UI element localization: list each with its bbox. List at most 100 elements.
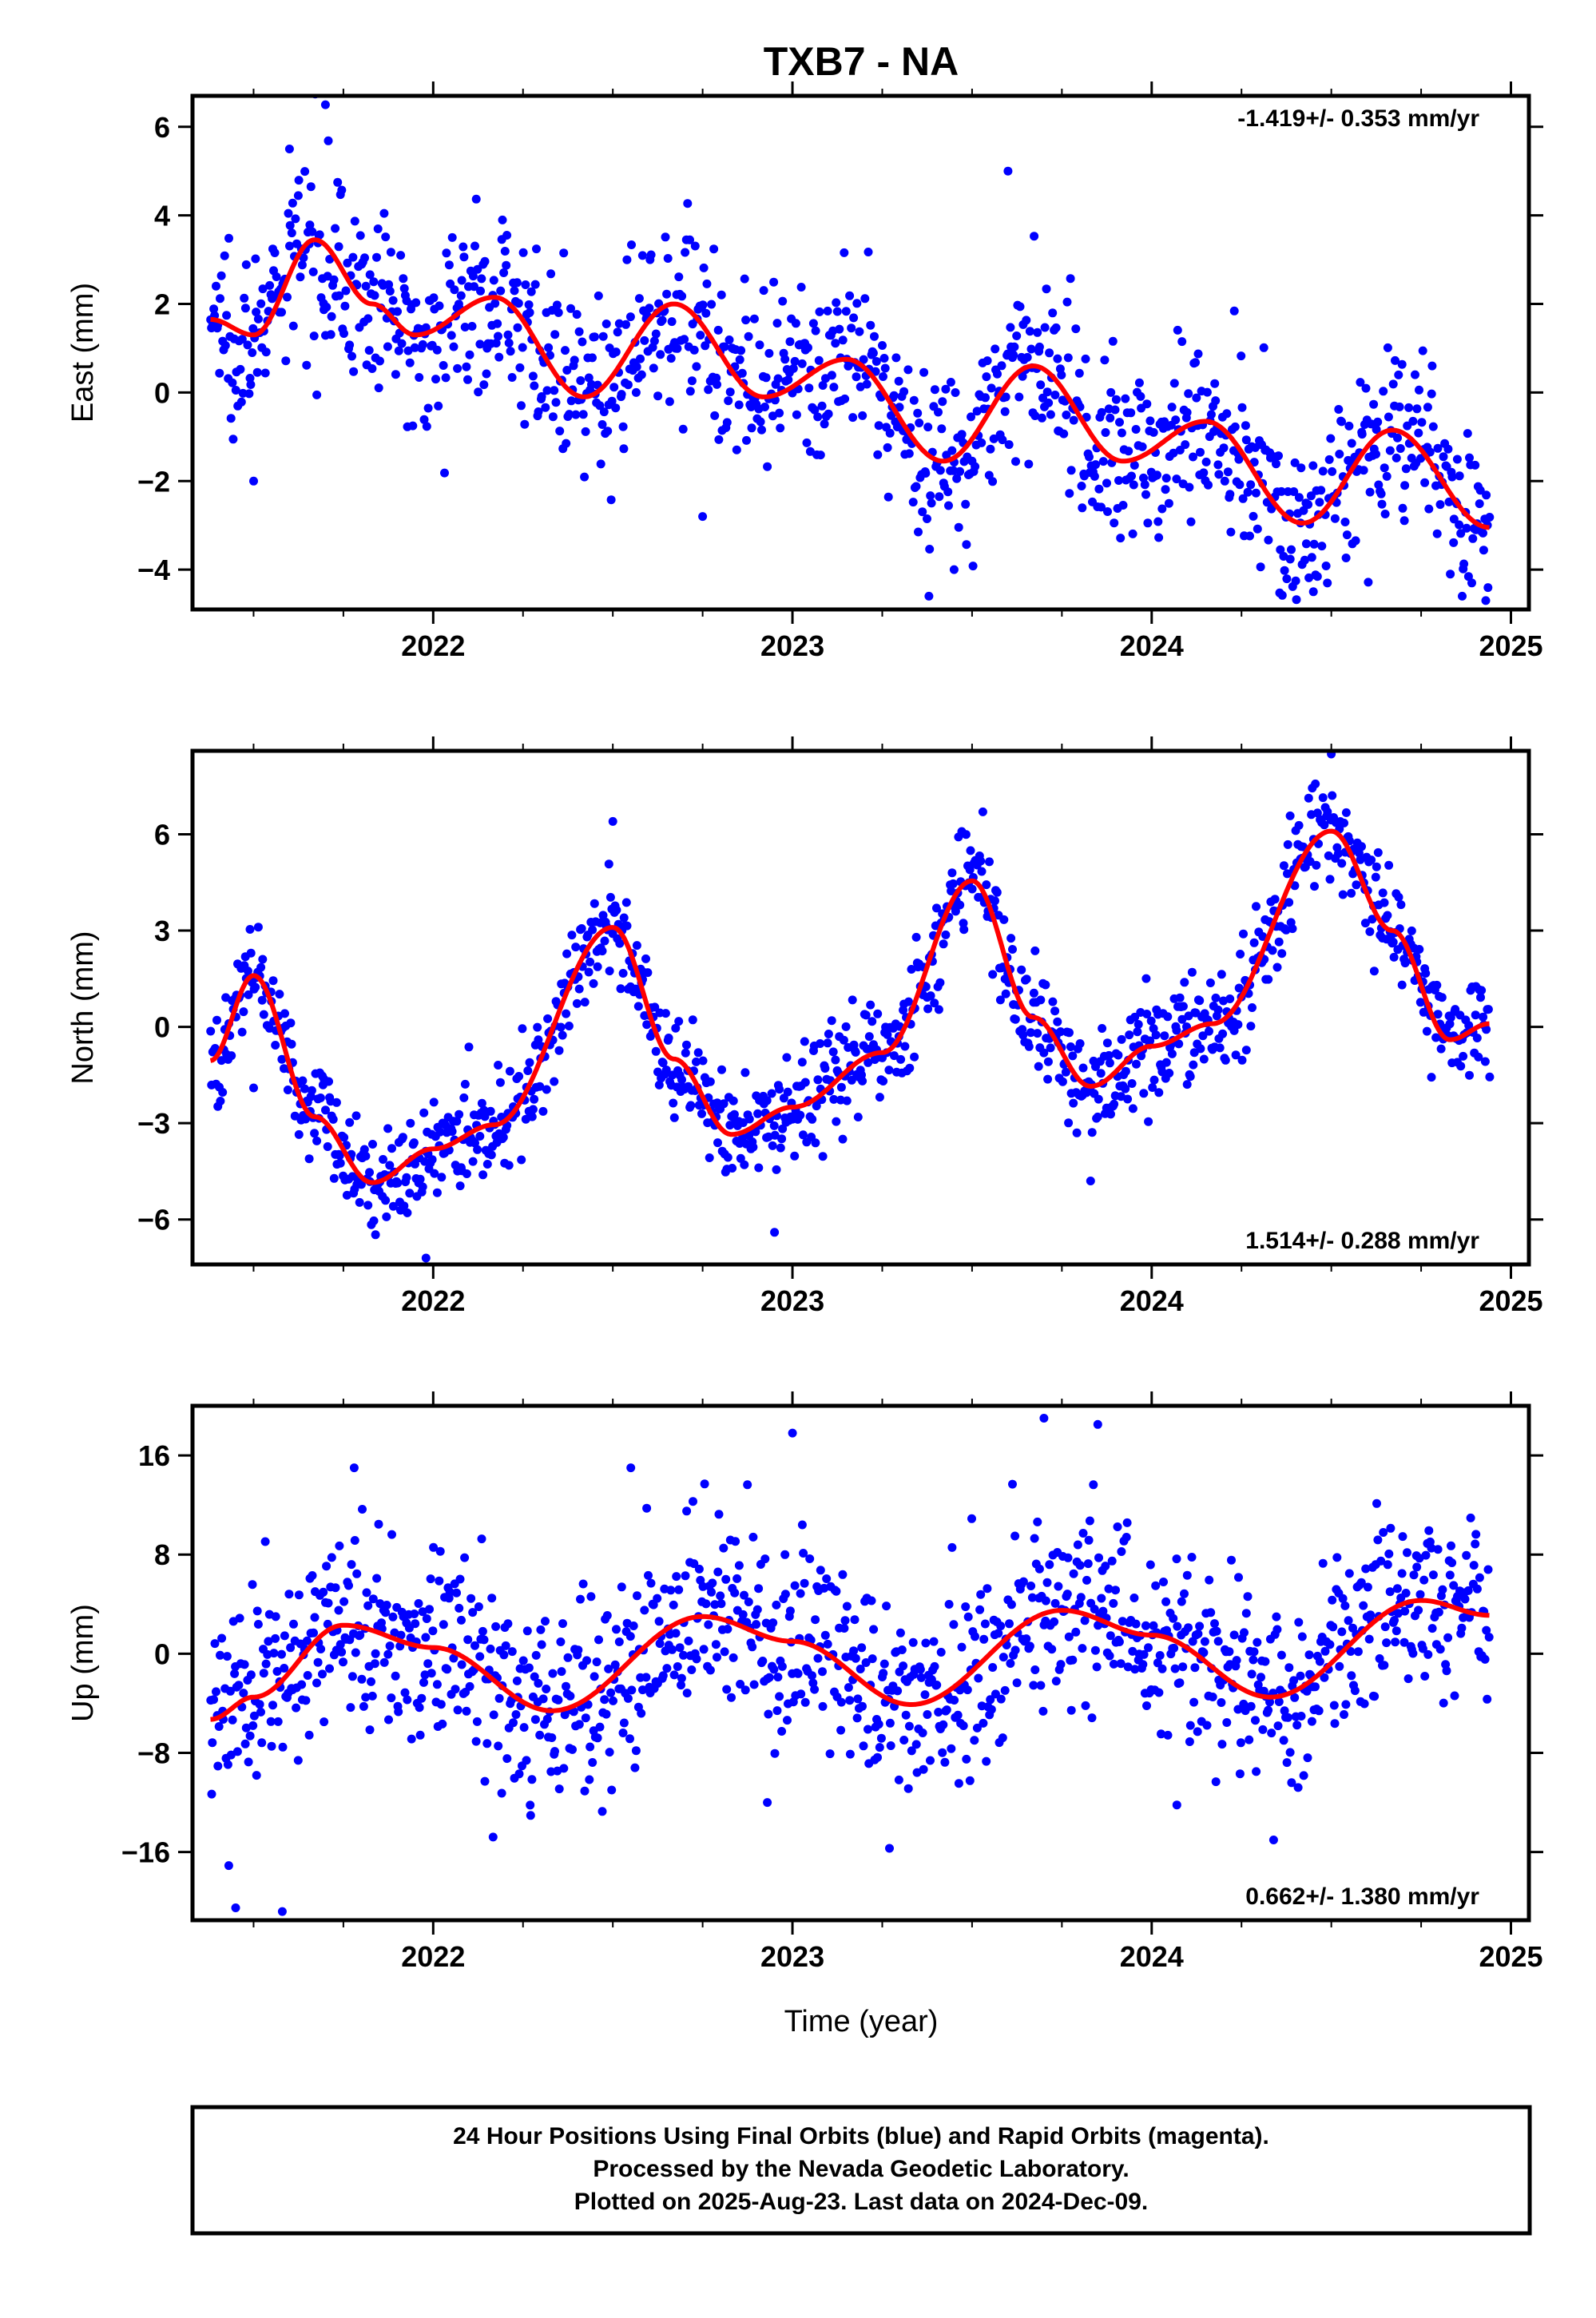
north-data-point (1215, 1043, 1225, 1053)
north-data-point (504, 1161, 514, 1170)
east-data-point (878, 341, 887, 350)
up-data-point (934, 1708, 943, 1717)
up-data-point (1353, 1647, 1363, 1657)
east-data-point (544, 343, 554, 352)
north-data-point (1310, 882, 1319, 891)
up-data-point (740, 1590, 748, 1600)
up-data-point (547, 1733, 557, 1742)
east-data-point (1400, 481, 1410, 490)
up-data-point (926, 1756, 935, 1765)
up-data-point (1294, 1617, 1304, 1627)
up-data-point (1054, 1582, 1063, 1591)
north-data-point (421, 1253, 431, 1263)
east-y-tick-label: −2 (137, 465, 170, 498)
east-data-point (887, 411, 896, 420)
up-data-point (383, 1649, 393, 1659)
up-data-point (1030, 1665, 1040, 1674)
east-data-point (1085, 452, 1094, 462)
east-data-point (619, 444, 629, 454)
east-data-point (320, 100, 330, 109)
up-data-point (261, 1659, 271, 1669)
up-data-point (988, 1663, 998, 1672)
north-data-point (1041, 980, 1050, 990)
north-data-point (574, 984, 584, 994)
east-data-point (1321, 562, 1331, 570)
north-data-point (1048, 997, 1058, 1006)
east-data-point (1115, 418, 1124, 427)
east-data-point (1364, 578, 1373, 587)
up-data-point (252, 1606, 262, 1616)
up-data-point (1177, 1597, 1186, 1606)
up-data-point (879, 1669, 888, 1678)
up-data-point (1089, 1480, 1098, 1490)
east-data-point (657, 316, 667, 325)
north-data-point (277, 1054, 287, 1064)
up-data-point (1399, 1637, 1409, 1647)
up-data-point (435, 1546, 445, 1556)
north-data-point (1431, 1033, 1441, 1042)
north-data-point (246, 948, 256, 958)
north-data-point (419, 1108, 429, 1117)
up-data-point (623, 1693, 633, 1703)
up-data-point (482, 1739, 492, 1748)
up-data-point (1423, 1649, 1433, 1659)
up-data-point (754, 1584, 764, 1594)
up-data-point (304, 1730, 314, 1740)
east-data-point (631, 387, 641, 397)
north-data-point (1199, 1054, 1209, 1064)
north-data-point (588, 925, 598, 935)
east-data-point (895, 403, 904, 412)
east-data-point (1040, 323, 1050, 332)
up-data-point (744, 1598, 753, 1606)
up-data-point (920, 1690, 930, 1700)
up-data-point (367, 1691, 377, 1701)
north-data-point (321, 1105, 330, 1115)
east-data-point (244, 389, 254, 399)
north-data-point (1347, 888, 1356, 898)
east-data-point (1337, 417, 1346, 427)
up-data-point (537, 1640, 546, 1649)
up-data-point (1114, 1637, 1124, 1646)
up-data-point (426, 1574, 435, 1584)
up-data-point (1208, 1693, 1217, 1701)
east-data-point (340, 301, 350, 311)
east-data-point (1102, 478, 1111, 488)
east-data-point (429, 293, 439, 303)
up-data-point (562, 1681, 570, 1691)
up-data-point (682, 1506, 692, 1516)
up-data-point (429, 1542, 439, 1552)
east-data-point (735, 355, 744, 364)
north-data-point (455, 1181, 465, 1191)
up-data-point (1249, 1655, 1258, 1665)
up-fit-curve (210, 1598, 1490, 1722)
up-data-point (800, 1578, 809, 1588)
east-data-point (1141, 490, 1150, 499)
up-data-point (606, 1688, 616, 1697)
up-data-point (631, 1746, 641, 1756)
north-data-point (921, 982, 931, 991)
north-data-point (598, 911, 608, 920)
east-data-point (1251, 488, 1261, 498)
north-data-point (1056, 1027, 1066, 1037)
up-data-point (480, 1776, 490, 1786)
up-data-point (1068, 1655, 1078, 1665)
north-data-point (1061, 1067, 1070, 1077)
east-data-point (848, 413, 858, 423)
north-data-point (978, 807, 987, 816)
east-data-point (1361, 383, 1371, 393)
north-data-point (728, 1164, 737, 1173)
north-y-tick-label: 6 (154, 818, 170, 851)
east-data-point (788, 363, 798, 373)
east-data-point (226, 414, 236, 423)
up-data-point (427, 1669, 436, 1678)
east-data-point (1051, 323, 1061, 332)
north-data-point (1415, 998, 1425, 1007)
up-data-point (967, 1514, 976, 1523)
east-data-point (534, 407, 543, 416)
east-data-point (772, 319, 782, 328)
east-data-point (393, 307, 402, 316)
east-data-point (236, 397, 246, 407)
up-data-point (585, 1775, 594, 1784)
east-data-point (1372, 425, 1381, 435)
up-data-point (923, 1710, 932, 1719)
